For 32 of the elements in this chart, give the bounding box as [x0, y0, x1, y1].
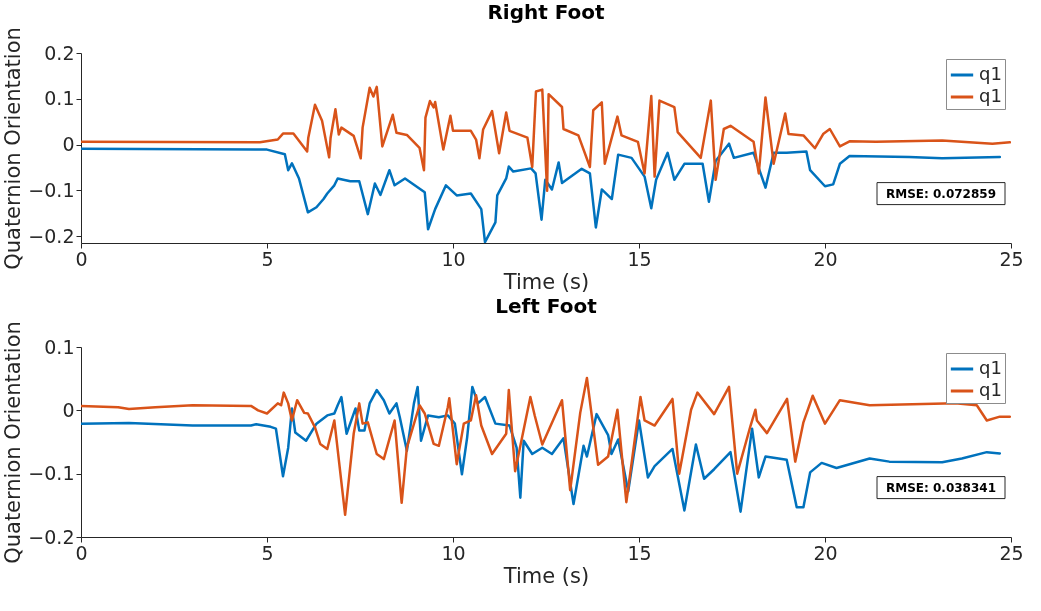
x-tick-label: 10	[441, 247, 466, 270]
y-axis-title: Quaternion Orientation	[1, 27, 26, 270]
y-tick-label: −0.1	[28, 178, 75, 201]
legend-label: q1	[979, 85, 1002, 106]
x-tick-label: 20	[813, 541, 838, 564]
y-tick-label: −0.2	[28, 525, 75, 548]
x-tick-label: 25	[999, 247, 1024, 270]
x-tick-label: 10	[441, 541, 466, 564]
y-tick-label: 0.1	[44, 335, 75, 358]
y-axis-title: Quaternion Orientation	[1, 321, 26, 564]
annotation: RMSE: 0.072859	[885, 186, 997, 201]
x-tick-label: 15	[627, 541, 652, 564]
line-series	[81, 142, 1002, 243]
x-axis-title: Time (s)	[502, 563, 590, 588]
annotation: RMSE: 0.038341	[885, 480, 997, 495]
x-tick-label: 5	[261, 247, 274, 270]
y-tick-label: −0.2	[28, 224, 75, 247]
y-tick-label: 0.1	[44, 87, 75, 110]
legend-label: q1	[979, 357, 1002, 378]
x-tick-label: 20	[813, 247, 838, 270]
y-tick-label: 0	[62, 133, 75, 156]
chart-title: Left Foot	[495, 293, 598, 318]
y-tick-label: −0.1	[28, 462, 75, 485]
legend-label: q1	[979, 63, 1002, 84]
x-tick-label: 15	[627, 247, 652, 270]
legend-label: q1	[979, 379, 1002, 400]
y-tick-label: 0.2	[44, 41, 75, 64]
x-tick-label: 5	[261, 541, 274, 564]
x-tick-label: 25	[999, 541, 1024, 564]
x-axis-title: Time (s)	[502, 269, 590, 294]
chart-title: Right Foot	[487, 0, 606, 24]
y-tick-label: 0	[62, 398, 75, 421]
